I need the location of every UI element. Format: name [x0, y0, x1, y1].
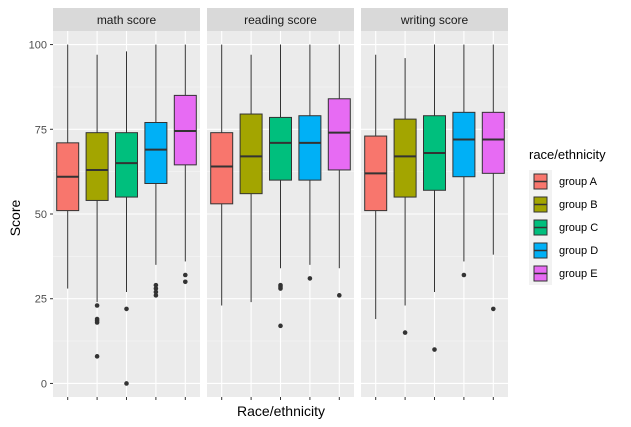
outlier-point — [278, 323, 283, 329]
legend-label: group A — [559, 176, 598, 188]
box-iqr — [481, 111, 505, 174]
legend-item: group B — [529, 193, 598, 216]
legend-item: group D — [529, 239, 598, 262]
box — [452, 44, 476, 278]
y-tick-label: 50 — [35, 209, 47, 221]
facet-panel: reading score — [207, 8, 354, 400]
y-tick-label: 100 — [29, 40, 47, 52]
facet-panels: math score reading score writing score — [53, 8, 508, 400]
box — [269, 44, 292, 329]
box-iqr — [393, 118, 417, 198]
x-axis-title: Race/ethnicity — [237, 403, 325, 419]
y-axis: 0 25 50 75 100 — [29, 40, 53, 390]
facet-strip — [207, 8, 354, 31]
facet-strip-label: math score — [97, 13, 157, 27]
box — [327, 44, 351, 298]
outlier-point — [94, 320, 100, 325]
box-iqr — [85, 132, 109, 201]
outlier-point — [183, 279, 188, 285]
legend-label: group C — [559, 222, 598, 234]
legend-label: group D — [559, 245, 598, 257]
outlier-point — [124, 306, 129, 312]
outlier-point — [153, 286, 159, 291]
y-tick-label: 0 — [41, 378, 47, 390]
outlier-point — [402, 330, 408, 335]
legend-item: group A — [529, 170, 598, 193]
box — [423, 44, 446, 352]
y-tick-label: 75 — [35, 124, 47, 136]
box — [298, 44, 322, 281]
box-iqr — [327, 98, 351, 171]
box-iqr — [144, 122, 168, 184]
legend: race/ethnicity group A group B group C grou… — [529, 147, 606, 285]
y-tick-label: 25 — [35, 294, 47, 306]
box-iqr — [452, 111, 476, 178]
outlier-point — [153, 293, 159, 298]
outlier-point — [183, 272, 188, 278]
outlier-point — [278, 286, 283, 291]
facet-panel: math score — [53, 8, 200, 400]
box — [393, 58, 417, 335]
outlier-point — [461, 272, 467, 278]
legend-item: group E — [529, 262, 598, 285]
box-iqr — [269, 116, 292, 181]
facet-strip — [361, 8, 508, 31]
box — [239, 54, 263, 303]
outlier-point — [491, 306, 496, 312]
box — [144, 44, 168, 298]
outlier-point — [124, 381, 129, 386]
legend-item: group C — [529, 216, 598, 239]
y-axis-title: Score — [7, 200, 23, 237]
facet-strip-label: writing score — [400, 13, 469, 27]
legend-title: race/ethnicity — [529, 147, 606, 162]
box-iqr — [298, 115, 322, 181]
box-iqr — [210, 132, 234, 205]
box — [481, 44, 505, 312]
outlier-point — [432, 347, 437, 352]
box-iqr — [115, 132, 138, 198]
box-iqr — [239, 113, 263, 195]
outlier-point — [94, 354, 100, 359]
outlier-point — [307, 276, 313, 281]
facet-panel: writing score — [361, 8, 508, 400]
outlier-point — [337, 293, 342, 298]
outlier-point — [153, 282, 159, 288]
box — [56, 44, 80, 289]
box — [364, 54, 388, 320]
box — [115, 51, 138, 386]
box — [210, 44, 234, 306]
box — [85, 54, 109, 359]
outlier-point — [94, 303, 100, 308]
facet-strip — [53, 8, 200, 31]
legend-label: group E — [559, 268, 598, 280]
box — [173, 44, 197, 285]
legend-label: group B — [559, 199, 598, 211]
facet-strip-label: reading score — [244, 13, 317, 27]
outlier-point — [153, 289, 159, 295]
